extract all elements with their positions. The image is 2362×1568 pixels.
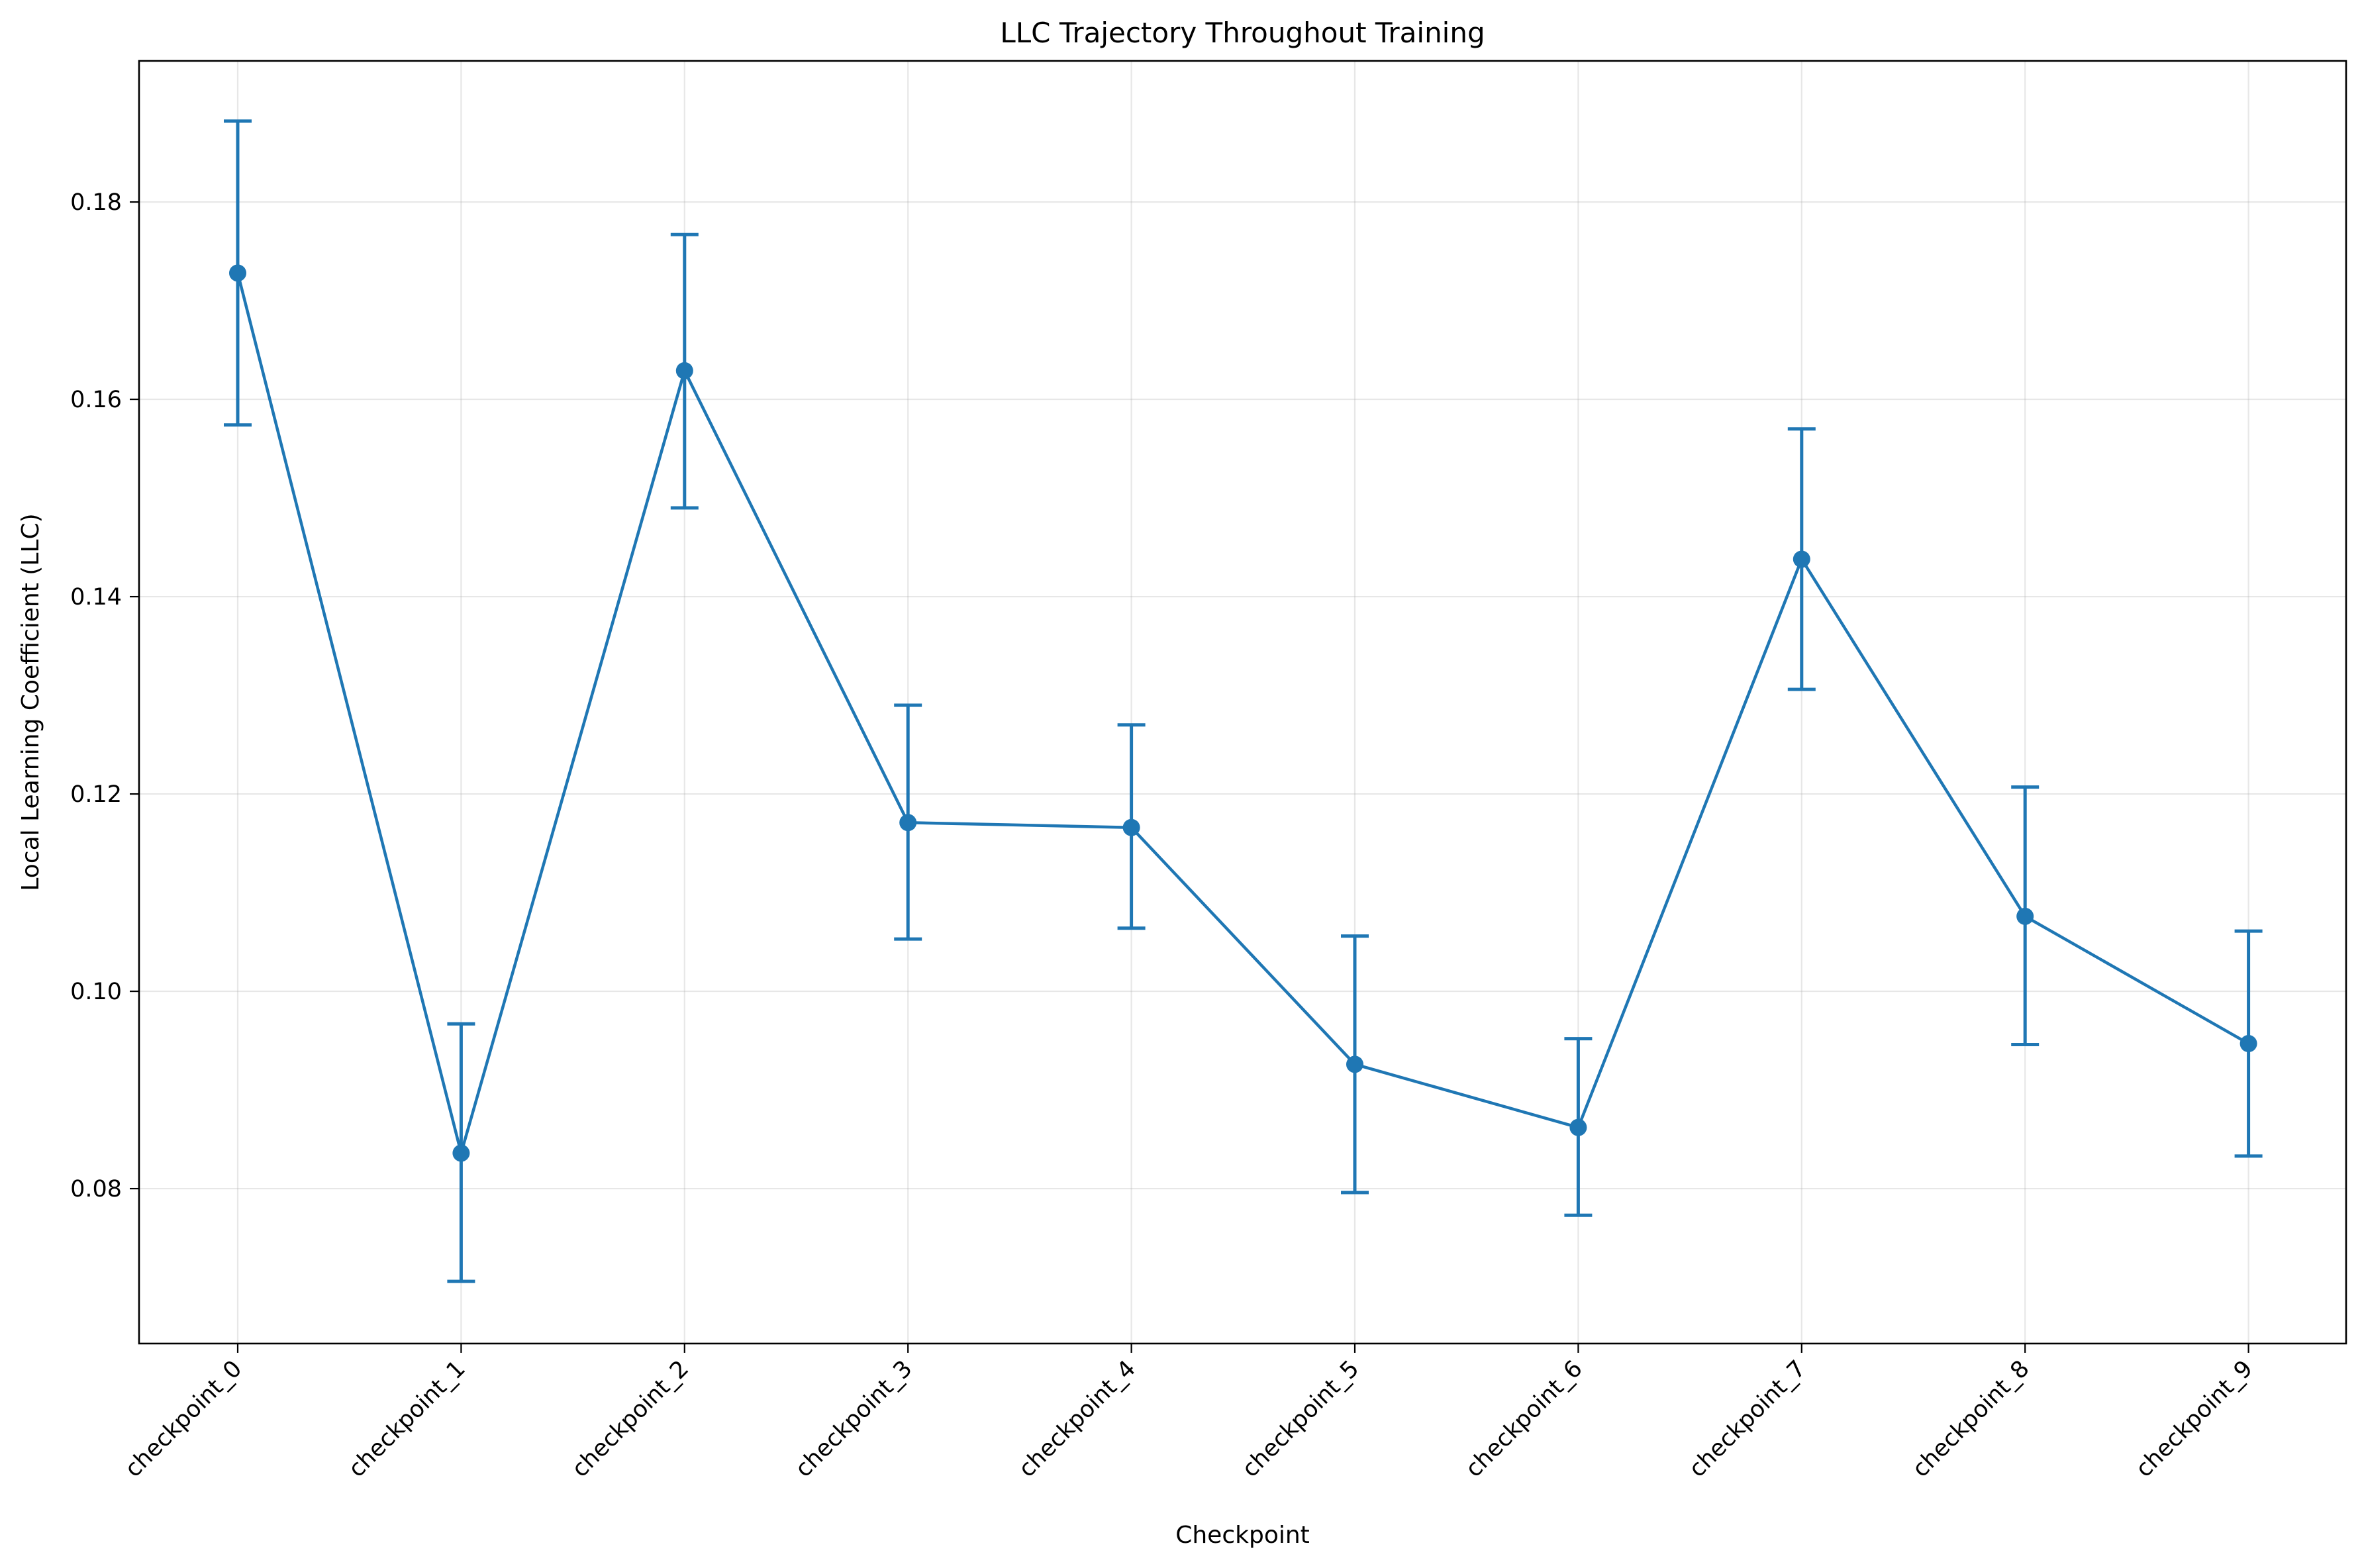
x-axis-label: Checkpoint <box>1175 1522 1310 1549</box>
data-point-marker <box>452 1144 470 1162</box>
data-point-marker <box>2016 907 2034 925</box>
y-tick-label: 0.18 <box>70 189 122 216</box>
data-point-marker <box>1122 818 1140 836</box>
series-line <box>236 272 2249 1155</box>
data-point-marker <box>2239 1035 2257 1053</box>
series-layer <box>224 119 2263 1283</box>
data-point-marker <box>1346 1055 1363 1073</box>
chart-title: LLC Trajectory Throughout Training <box>1000 17 1485 49</box>
y-tick-label: 0.10 <box>70 979 122 1005</box>
y-tick-label: 0.16 <box>70 387 122 413</box>
data-point-marker <box>899 814 917 832</box>
data-point-marker <box>675 362 693 379</box>
data-point-marker <box>229 264 246 282</box>
y-tick-label: 0.08 <box>70 1176 122 1202</box>
data-point-marker <box>1793 550 1810 568</box>
plot-frame <box>138 60 2347 1345</box>
y-axis-label: Local Learning Coefficient (LLC) <box>17 513 44 891</box>
y-tick-label: 0.12 <box>70 781 122 808</box>
data-point-marker <box>1569 1118 1587 1136</box>
y-tick-label: 0.14 <box>70 584 122 611</box>
